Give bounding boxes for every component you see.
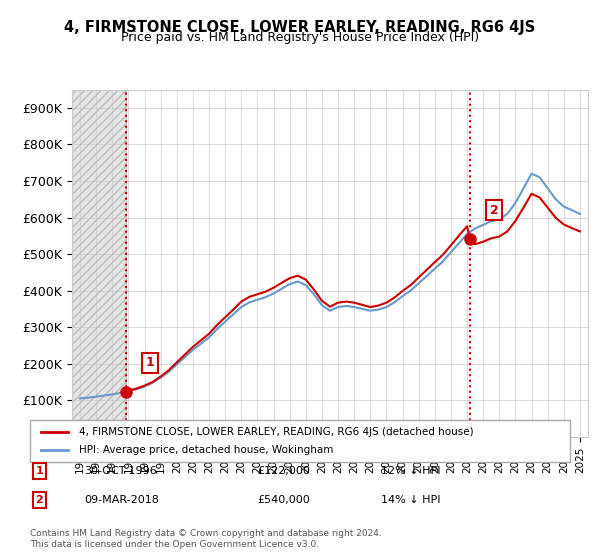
Text: 2: 2 <box>35 495 43 505</box>
Text: 30-OCT-1996: 30-OCT-1996 <box>84 466 157 476</box>
Text: 14% ↓ HPI: 14% ↓ HPI <box>381 495 440 505</box>
Text: £540,000: £540,000 <box>257 495 310 505</box>
Bar <box>72 90 125 437</box>
Text: 12% ↓ HPI: 12% ↓ HPI <box>381 466 440 476</box>
Text: 4, FIRMSTONE CLOSE, LOWER EARLEY, READING, RG6 4JS: 4, FIRMSTONE CLOSE, LOWER EARLEY, READIN… <box>64 20 536 35</box>
Bar <box>72 90 125 437</box>
Text: HPI: Average price, detached house, Wokingham: HPI: Average price, detached house, Woki… <box>79 445 333 455</box>
FancyBboxPatch shape <box>30 420 570 462</box>
Text: 09-MAR-2018: 09-MAR-2018 <box>84 495 159 505</box>
Text: 1: 1 <box>35 466 43 476</box>
Text: 1: 1 <box>146 357 154 370</box>
Text: £122,000: £122,000 <box>257 466 310 476</box>
Text: 4, FIRMSTONE CLOSE, LOWER EARLEY, READING, RG6 4JS (detached house): 4, FIRMSTONE CLOSE, LOWER EARLEY, READIN… <box>79 427 473 437</box>
Text: 2: 2 <box>490 204 499 217</box>
Text: Contains HM Land Registry data © Crown copyright and database right 2024.
This d: Contains HM Land Registry data © Crown c… <box>30 529 382 549</box>
Text: Price paid vs. HM Land Registry's House Price Index (HPI): Price paid vs. HM Land Registry's House … <box>121 31 479 44</box>
